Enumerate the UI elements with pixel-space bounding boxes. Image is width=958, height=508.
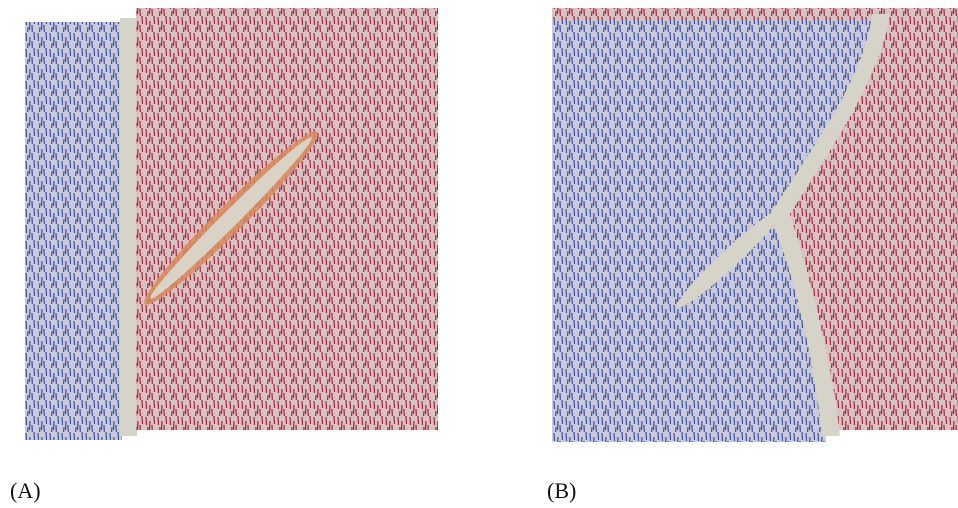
red-region <box>136 8 438 430</box>
panel-a: (A) <box>10 8 438 503</box>
panel-b: (B) <box>547 8 958 503</box>
figure: (A) (B) <box>0 0 958 508</box>
gray-band <box>120 18 137 436</box>
panel-label: (A) <box>10 478 41 503</box>
panel-label: (B) <box>547 478 576 503</box>
blue-region <box>25 22 122 440</box>
